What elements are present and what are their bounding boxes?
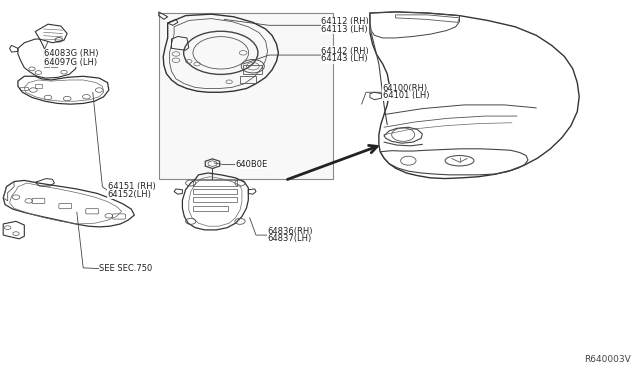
Bar [193, 180, 237, 186]
Bar [44, 58, 49, 61]
Text: 64100(RH): 64100(RH) [383, 84, 428, 93]
Text: 64112 (RH): 64112 (RH) [321, 17, 369, 26]
Text: 64837(LH): 64837(LH) [268, 234, 312, 243]
Text: 64113 (LH): 64113 (LH) [321, 25, 368, 33]
Bar [51, 58, 57, 61]
Text: 64836(RH): 64836(RH) [268, 227, 313, 236]
Text: 64152(LH): 64152(LH) [108, 190, 152, 199]
Text: SEE SEC.750: SEE SEC.750 [99, 264, 152, 273]
Text: 64101 (LH): 64101 (LH) [383, 92, 429, 100]
Bar [193, 197, 237, 202]
Bar [44, 64, 49, 67]
Text: 64143 (LH): 64143 (LH) [321, 54, 368, 63]
Text: 640B0E: 640B0E [236, 160, 268, 169]
Bar [240, 76, 256, 83]
Text: R640003V: R640003V [584, 355, 630, 364]
Text: 64097G (LH): 64097G (LH) [44, 58, 97, 67]
Bar [193, 206, 228, 211]
Bar [20, 87, 28, 90]
Text: 64142 (RH): 64142 (RH) [321, 47, 369, 56]
Bar [193, 189, 237, 194]
Bar [159, 13, 333, 179]
Text: 64083G (RH): 64083G (RH) [44, 49, 98, 58]
Bar [35, 84, 42, 88]
Bar [51, 64, 57, 67]
Text: 64151 (RH): 64151 (RH) [108, 182, 156, 191]
Bar [243, 65, 262, 74]
